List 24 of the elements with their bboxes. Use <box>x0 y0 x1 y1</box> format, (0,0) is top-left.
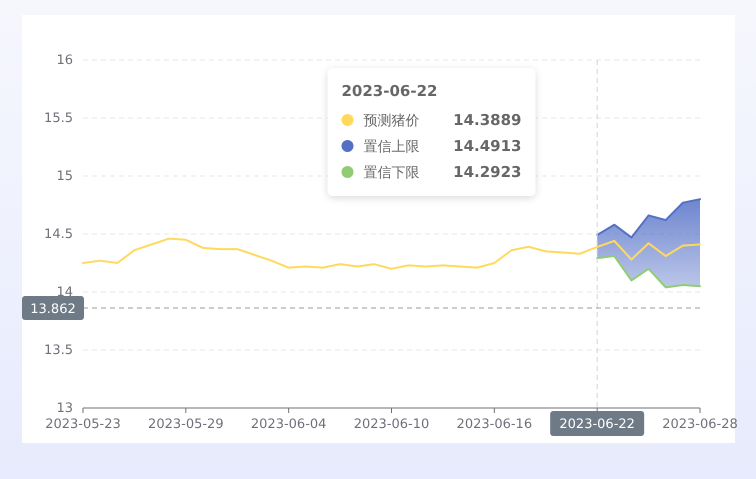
line-series <box>596 255 701 288</box>
x-tick-label: 2023-06-16 <box>456 417 532 432</box>
annotation: 14.4913 <box>453 137 522 155</box>
y-tick-label: 16 <box>56 53 73 68</box>
legend-label: 置信上限 <box>364 139 420 155</box>
y-tick-label: 15.5 <box>44 111 73 126</box>
x-tick-label: 2023-06-04 <box>250 417 326 432</box>
y-tick-label: 15 <box>56 169 73 184</box>
line-series <box>82 238 701 270</box>
x-tick-label: 2023-05-29 <box>148 417 224 432</box>
x-tick-label: 2023-06-28 <box>662 417 738 432</box>
legend-label: 置信下限 <box>364 165 420 181</box>
y-tick-label: 14 <box>56 285 73 300</box>
y-tick-label: 14.5 <box>44 227 73 242</box>
y-tick-label: 13.5 <box>44 343 73 358</box>
ref-line-label: 2023-06-22 <box>559 417 635 432</box>
annotation: 2023-06-22 <box>342 82 438 100</box>
x-tick-label: 2023-05-23 <box>45 417 121 432</box>
annotation: 14.2923 <box>453 163 522 181</box>
annotation: 14.3889 <box>453 111 522 129</box>
y-tick-label: 13 <box>56 401 73 416</box>
x-tick-label: 2023-06-10 <box>354 417 430 432</box>
ref-line-label: 13.862 <box>30 302 76 318</box>
legend-label: 预测猪价 <box>364 113 420 129</box>
